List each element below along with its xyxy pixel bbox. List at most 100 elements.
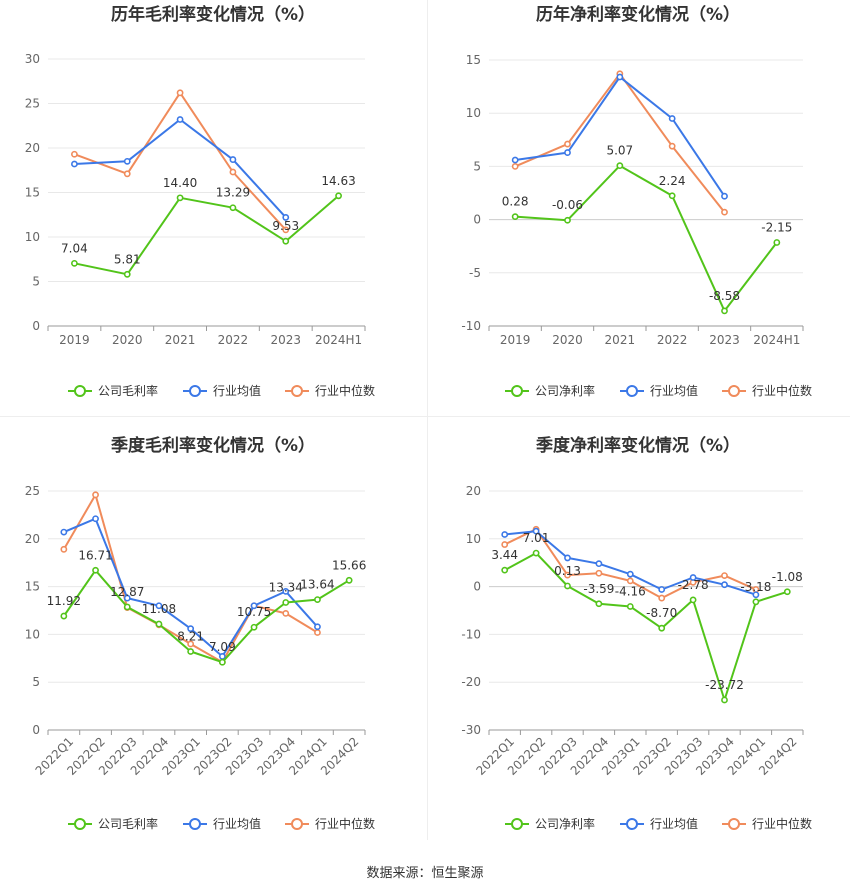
y-tick-label: 0 (32, 723, 40, 737)
data-point (176, 116, 184, 123)
data-point (511, 213, 519, 221)
data-label: 5.81 (114, 252, 141, 266)
data-point (282, 226, 290, 234)
data-label: -3.59 (583, 582, 614, 596)
legend-marker (74, 818, 86, 830)
data-label: 8.21 (177, 630, 204, 644)
data-point (511, 162, 519, 170)
legend-label: 行业中位数 (315, 383, 375, 398)
data-label: -23.72 (705, 678, 744, 692)
data-point (60, 528, 68, 536)
data-point (123, 170, 131, 178)
y-tick-label: -10 (461, 319, 481, 333)
data-label: 7.04 (61, 241, 88, 255)
data-label: -2.15 (761, 220, 792, 234)
data-label: 5.07 (606, 144, 633, 158)
data-label: 3.44 (491, 548, 518, 562)
x-tick-label: 2021 (165, 333, 196, 347)
y-tick-label: 30 (25, 52, 40, 66)
data-label: -3.18 (740, 580, 771, 594)
legend-marker (291, 818, 303, 830)
data-point (721, 307, 728, 315)
legend-label: 行业均值 (213, 816, 261, 831)
data-point (71, 150, 78, 158)
data-point (658, 594, 666, 602)
data-point (123, 270, 131, 278)
y-tick-label: 20 (25, 532, 40, 546)
data-label: -1.08 (772, 570, 803, 584)
y-tick-label: -20 (461, 675, 481, 689)
data-point (60, 612, 68, 620)
data-point (92, 515, 99, 523)
data-point (501, 566, 509, 574)
data-point (176, 194, 184, 202)
data-label: -4.16 (615, 584, 646, 598)
data-point (564, 554, 571, 562)
data-point (532, 527, 540, 535)
data-point (92, 566, 99, 574)
series-line (63, 569, 350, 664)
y-tick-label: 5 (32, 675, 40, 689)
data-point (187, 648, 195, 655)
x-tick-label: 2024H1 (753, 333, 800, 347)
series-line (515, 76, 726, 197)
data-label: 9.53 (272, 219, 299, 233)
data-point (616, 73, 624, 81)
x-tick-label: 2019 (59, 333, 90, 347)
data-point (123, 594, 131, 602)
data-label: 11.08 (142, 602, 176, 616)
data-point (564, 216, 571, 224)
data-point (564, 140, 571, 148)
data-point (689, 574, 697, 581)
chart-title: 历年净利率变化情况（%） (536, 4, 740, 25)
data-point (564, 571, 571, 579)
data-point (314, 596, 321, 604)
x-tick-label: 2023 (270, 333, 301, 347)
data-label: 0.28 (502, 195, 529, 209)
data-point (123, 603, 131, 611)
data-point (668, 142, 676, 150)
data-point (155, 620, 163, 628)
data-point (71, 259, 78, 267)
y-tick-label: 0 (32, 319, 40, 333)
legend-label: 公司净利率 (535, 383, 595, 398)
series-line (74, 91, 287, 231)
data-point (532, 549, 540, 557)
legend-marker (511, 385, 523, 397)
data-point (752, 598, 760, 606)
x-tick-label: 2019 (500, 333, 531, 347)
data-point (668, 192, 676, 200)
data-point (564, 582, 571, 590)
data-label: 10.75 (237, 605, 271, 619)
data-label: -0.06 (552, 198, 583, 212)
data-point (155, 602, 163, 610)
data-point (250, 623, 258, 631)
data-point (595, 569, 603, 577)
data-point (282, 214, 290, 221)
y-tick-label: 10 (466, 532, 481, 546)
data-point (721, 581, 728, 589)
data-label: 13.64 (300, 578, 334, 592)
data-point (229, 156, 237, 163)
legend-marker (626, 385, 638, 397)
x-tick-label: 2021 (605, 333, 636, 347)
series-line (74, 195, 340, 276)
horizontal-divider (0, 416, 850, 417)
y-tick-label: 15 (466, 53, 481, 67)
chart-title: 季度毛利率变化情况（%） (111, 435, 315, 456)
data-label: 14.40 (163, 176, 197, 190)
data-label: 15.66 (332, 558, 366, 572)
data-point (721, 696, 728, 704)
y-tick-label: 15 (25, 580, 40, 594)
legend-marker (189, 385, 201, 397)
legend-marker (511, 818, 523, 830)
data-label: -8.58 (709, 289, 740, 303)
y-tick-label: 10 (466, 106, 481, 120)
legend-marker (728, 818, 740, 830)
data-point (345, 576, 353, 584)
y-tick-label: 5 (473, 159, 481, 173)
chart-title: 历年毛利率变化情况（%） (111, 4, 315, 25)
data-point (176, 89, 184, 97)
data-point (721, 208, 728, 216)
series-line (504, 552, 788, 701)
